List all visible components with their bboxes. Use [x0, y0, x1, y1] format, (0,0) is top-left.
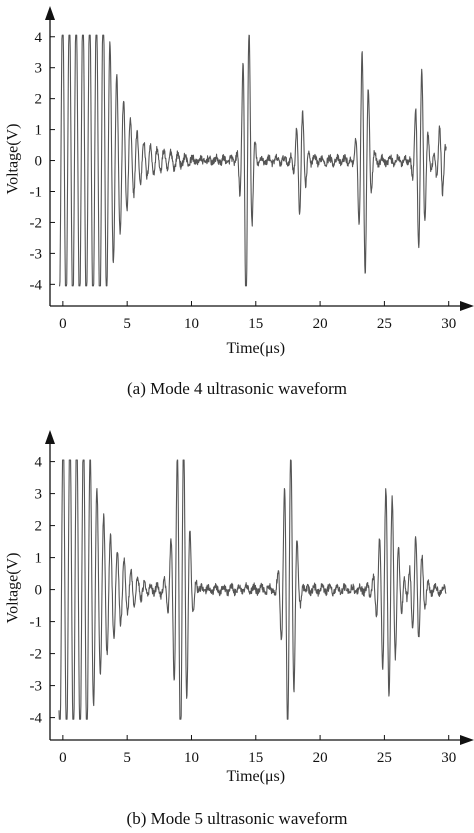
y-tick-label: 1 [35, 123, 43, 139]
y-axis-label: Voltage(V) [5, 124, 22, 195]
y-axis-arrow [45, 430, 55, 444]
y-tick-label: 3 [35, 61, 43, 77]
x-tick-label: 25 [377, 316, 392, 332]
x-tick-label: 0 [59, 750, 67, 766]
x-tick-label: 30 [441, 316, 456, 332]
x-tick-label: 25 [377, 750, 392, 766]
y-tick-label: -3 [30, 246, 43, 262]
y-tick-label: 2 [35, 519, 43, 535]
y-axis [45, 430, 55, 740]
x-tick-label: 5 [123, 316, 131, 332]
chart-caption-mode-4: (a) Mode 4 ultrasonic waveform [127, 379, 347, 398]
y-axis-label: Voltage(V) [5, 553, 22, 624]
x-ticks: 0 5 10 15 20 25 30 [59, 301, 456, 332]
x-tick-label: 15 [248, 316, 263, 332]
x-axis-label: Time(μs) [226, 768, 285, 785]
x-axis-label: Time(μs) [226, 340, 285, 357]
y-tick-label: 4 [35, 30, 43, 46]
waveform-line-mode-5 [58, 459, 447, 720]
y-ticks: -4 -3 -2 -1 0 1 2 3 4 [30, 30, 55, 293]
y-axis [45, 6, 55, 306]
x-axis [50, 735, 474, 745]
waveform-line-mode-4 [58, 34, 447, 287]
y-tick-label: -3 [30, 679, 43, 695]
chart-mode-4: -4 -3 -2 -1 0 1 2 3 4 0 5 10 15 20 25 30 Voltage(V) Ti… [5, 6, 474, 398]
y-tick-label: 1 [35, 551, 43, 567]
y-tick-label: 0 [35, 583, 43, 599]
x-axis [50, 301, 474, 311]
x-tick-label: 20 [313, 316, 328, 332]
x-tick-label: 0 [59, 316, 67, 332]
y-tick-label: -4 [30, 277, 43, 293]
x-tick-label: 5 [123, 750, 131, 766]
y-tick-label: -2 [30, 215, 43, 231]
x-tick-label: 30 [441, 750, 456, 766]
x-axis-arrow [460, 735, 474, 745]
y-tick-label: -4 [30, 711, 43, 727]
x-ticks: 0 5 10 15 20 25 30 [59, 735, 456, 766]
x-tick-label: 10 [184, 316, 199, 332]
y-tick-label: 2 [35, 92, 43, 108]
y-ticks: -4 -3 -2 -1 0 1 2 3 4 [30, 455, 55, 727]
y-tick-label: 0 [35, 154, 43, 170]
y-axis-arrow [45, 6, 55, 20]
x-tick-label: 15 [248, 750, 263, 766]
y-tick-label: -2 [30, 647, 43, 663]
x-tick-label: 10 [184, 750, 199, 766]
chart-mode-5: -4 -3 -2 -1 0 1 2 3 4 0 5 10 15 20 25 30 Voltage(V) Ti… [5, 430, 474, 828]
y-tick-label: -1 [30, 184, 43, 200]
y-tick-label: 4 [35, 455, 43, 471]
y-tick-label: 3 [35, 487, 43, 503]
x-axis-arrow [460, 301, 474, 311]
chart-caption-mode-5: (b) Mode 5 ultrasonic waveform [127, 809, 348, 828]
y-tick-label: -1 [30, 615, 43, 631]
x-tick-label: 20 [313, 750, 328, 766]
